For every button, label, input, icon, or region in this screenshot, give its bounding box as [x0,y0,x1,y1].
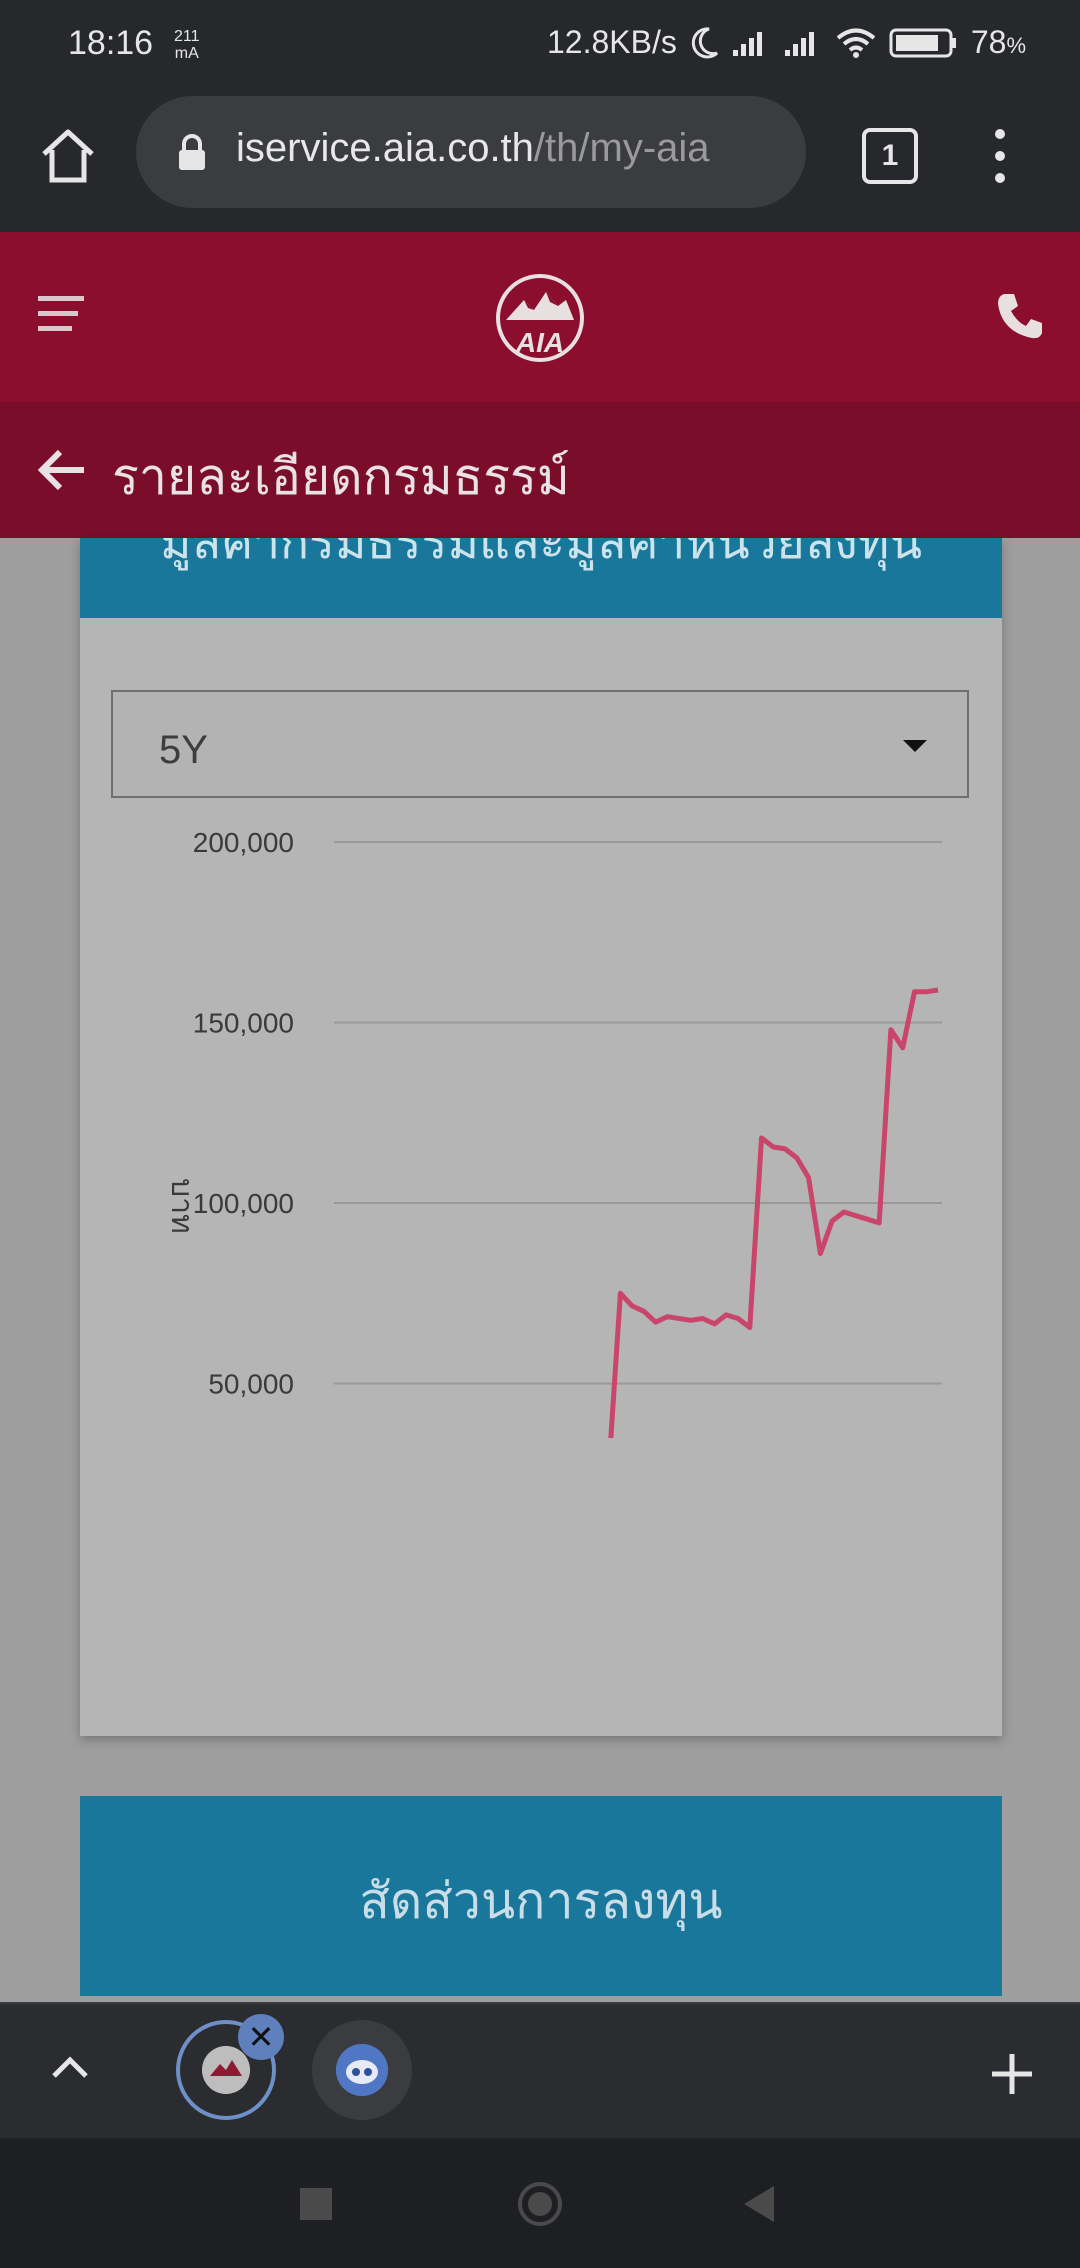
signal-icon [732,31,762,56]
back-arrow-icon[interactable] [38,448,86,492]
back-button[interactable] [744,2186,774,2222]
browser-toolbar: iservice.aia.co.th/th/my-aia 1 [0,96,1080,232]
y-tick-label: 100,000 [193,1188,294,1219]
tab-strip: ✕ [0,2002,1080,2140]
y-tick-label: 150,000 [193,1008,294,1039]
status-right: 12.8KB/s 78% [547,24,1026,61]
range-select[interactable]: 5Y [111,690,969,798]
y-axis-label: บาท [165,1178,198,1234]
tab-aia[interactable] [176,2020,276,2120]
phone-icon[interactable] [994,290,1046,342]
address-bar[interactable]: iservice.aia.co.th/th/my-aia [136,96,806,208]
battery-icon [889,28,956,57]
home-button[interactable] [518,2182,562,2226]
policy-value-card: มูลค่ากรมธรรม์และมูลค่าหน่วยลงทุน 5Y 200… [80,538,1002,1736]
status-bar: 18:16 211 mA 12.8KB/s 78% [0,0,1080,96]
tab-switcher-button[interactable]: 1 [862,128,918,184]
wifi-icon [836,28,876,58]
battery-percent: 78% [970,24,1026,60]
system-nav-bar [0,2138,1080,2268]
svg-text:AIA: AIA [515,327,564,358]
status-current: 211 mA [174,28,200,62]
card-header-title: มูลค่ากรมธรรม์และมูลค่าหน่วยลงทุน [159,538,923,570]
y-tick-label: 200,000 [193,827,294,858]
signal-icon-2 [784,31,814,56]
lock-icon [179,134,205,170]
tab-other[interactable] [312,2020,412,2120]
hamburger-icon[interactable] [38,294,86,334]
moon-icon [691,26,718,58]
page-title-bar: รายละเอียดกรมธรรม์ [0,402,1080,538]
chevron-up-icon[interactable] [50,2052,90,2082]
caret-down-icon [903,740,927,752]
plus-icon[interactable] [988,2050,1036,2098]
recents-button[interactable] [300,2188,332,2220]
aia-favicon [202,2046,250,2094]
aia-logo[interactable]: AIA [494,272,586,364]
range-select-value: 5Y [159,728,208,772]
investment-allocation-title: สัดส่วนการลงทุน [359,1873,723,1929]
page-title: รายละเอียดกรมธรรม์ [112,449,570,505]
y-tick-label: 50,000 [208,1369,294,1400]
site-header: AIA [0,232,1080,402]
more-menu-icon[interactable] [980,124,1020,188]
home-icon[interactable] [36,124,100,188]
status-time: 18:16 [68,24,154,62]
investment-allocation-card[interactable]: สัดส่วนการลงทุน [80,1796,1002,1996]
close-tab-icon[interactable]: ✕ [238,2014,284,2060]
card-header: มูลค่ากรมธรรม์และมูลค่าหน่วยลงทุน [80,538,1002,618]
series-line [608,987,939,1438]
net-speed: 12.8KB/s [546,24,677,60]
url-text[interactable]: iservice.aia.co.th/th/my-aia [236,126,710,170]
robot-favicon [336,2044,388,2096]
